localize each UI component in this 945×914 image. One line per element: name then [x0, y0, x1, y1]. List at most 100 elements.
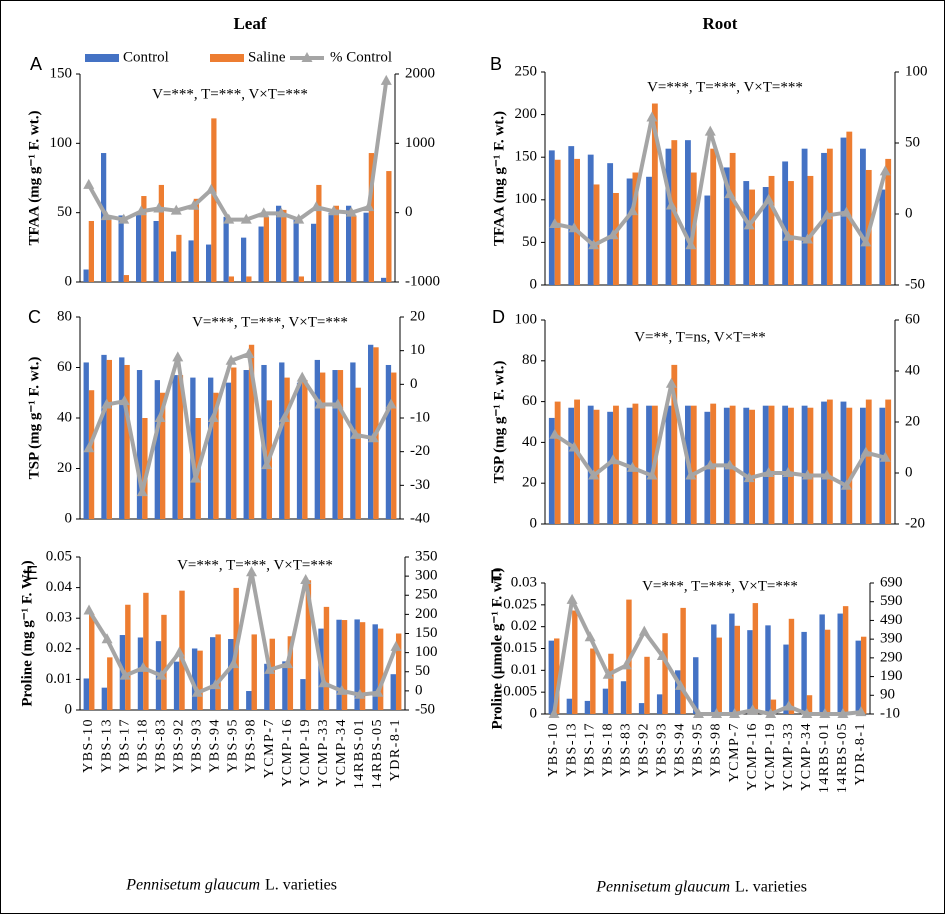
y2-tick-label: 10	[410, 342, 425, 358]
bar	[675, 670, 681, 714]
bar	[258, 226, 264, 282]
y-tick-label: 100	[515, 191, 538, 207]
marker	[172, 351, 184, 362]
y-tick-label: 0.04	[46, 579, 73, 595]
x-tick-label: YBS-92	[637, 722, 652, 777]
y-tick-label: 80	[522, 352, 537, 368]
bar	[263, 216, 269, 282]
panel-letter: A	[30, 54, 42, 74]
marker	[801, 708, 813, 718]
bar	[644, 656, 650, 714]
bar	[314, 359, 320, 519]
bar	[176, 234, 182, 282]
y-tick-label: 250	[515, 63, 538, 79]
marker	[345, 206, 357, 217]
bar	[123, 275, 129, 282]
bar	[287, 636, 294, 710]
bar	[88, 390, 95, 519]
marker	[258, 207, 270, 218]
marker	[101, 398, 113, 409]
bar	[276, 205, 282, 282]
bar	[747, 630, 753, 714]
marker	[209, 679, 221, 690]
bar	[101, 687, 108, 710]
annotation: V=***, T=***, V×T=***	[192, 314, 348, 330]
y-tick-label: 0	[530, 515, 538, 531]
marker	[243, 348, 255, 359]
y-tick-label: 0	[65, 510, 73, 526]
legend-label: Saline	[248, 49, 286, 65]
bar	[161, 614, 167, 710]
panel-letter: F	[490, 567, 501, 587]
x-tick-label: YBS-94	[208, 718, 223, 773]
bar	[770, 699, 777, 714]
bar	[885, 399, 892, 524]
bar	[279, 362, 285, 519]
bar	[351, 215, 357, 282]
x-tick-label: YBS-18	[600, 722, 615, 777]
bar	[723, 167, 730, 285]
marker	[293, 213, 305, 224]
marker	[282, 658, 294, 669]
y2-tick-label: 0	[410, 376, 418, 392]
y-tick-label: 0.01	[511, 662, 537, 678]
marker	[354, 688, 366, 699]
marker	[763, 467, 775, 477]
x-tick-label: YBS-98	[244, 718, 259, 773]
bar	[172, 375, 178, 519]
bar	[215, 634, 221, 710]
y-tick-label: 60	[522, 393, 537, 409]
marker	[602, 668, 614, 679]
marker	[607, 229, 619, 240]
bar	[305, 580, 312, 710]
marker	[100, 210, 112, 221]
bar	[118, 215, 124, 282]
y-tick-label: 150	[50, 65, 73, 81]
marker	[821, 209, 833, 220]
marker	[802, 233, 813, 244]
bar	[768, 175, 775, 285]
x-tick-label: YCMP-16	[745, 722, 760, 791]
x-tick-label: YCMP-7	[727, 722, 742, 782]
marker	[170, 204, 182, 215]
x-tick-label: YBS-17	[582, 722, 597, 777]
bar	[284, 377, 290, 519]
marker	[646, 111, 658, 122]
marker	[118, 395, 130, 406]
bar	[593, 184, 600, 285]
x-tick-label: 14RBS-05	[835, 722, 850, 793]
bar	[141, 196, 147, 282]
marker	[711, 708, 723, 718]
bar	[826, 399, 833, 524]
marker	[83, 604, 95, 615]
bar	[685, 140, 691, 285]
bar	[572, 610, 578, 714]
bar	[282, 661, 288, 710]
y2-tick-label: 0	[415, 682, 423, 698]
x-tick-label: YBS-13	[564, 722, 579, 777]
y-tick-label: 40	[57, 409, 72, 425]
bar	[801, 148, 808, 285]
marker	[173, 646, 185, 657]
line	[87, 352, 393, 495]
marker	[188, 199, 200, 210]
bar	[788, 181, 794, 285]
y-tick-label: 150	[515, 149, 538, 165]
bar	[574, 158, 580, 285]
marker	[607, 454, 619, 465]
y-tick-label: 20	[57, 460, 72, 476]
bar	[566, 698, 573, 714]
marker	[314, 398, 326, 409]
marker	[154, 412, 166, 422]
y2-tick-label: 290	[880, 649, 903, 665]
bar	[608, 653, 614, 714]
bar	[788, 618, 795, 714]
legend-swatch	[85, 54, 119, 62]
panel-letter: C	[28, 307, 41, 327]
marker	[275, 207, 287, 218]
marker	[549, 217, 561, 228]
bar	[607, 411, 614, 524]
y2-tick-label: 0	[905, 205, 913, 221]
bar	[332, 370, 338, 519]
y2-tick-label: 40	[905, 362, 920, 378]
